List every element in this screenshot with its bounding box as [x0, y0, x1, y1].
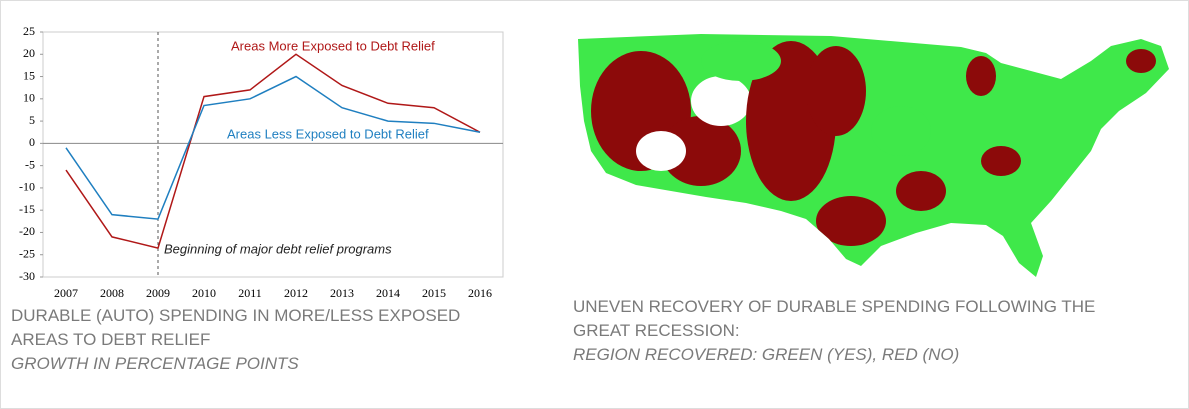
x-tick-label: 2010	[192, 286, 216, 300]
map-caption: UNEVEN RECOVERY OF DURABLE SPENDING FOLL…	[573, 295, 1153, 367]
y-tick-label: -5	[25, 157, 35, 171]
subcaption: GROWTH IN PERCENTAGE POINTS	[11, 354, 299, 373]
y-tick-label: 10	[23, 91, 35, 105]
x-tick-label: 2012	[284, 286, 308, 300]
y-tick-label: 5	[29, 113, 35, 127]
y-tick-label: -15	[19, 202, 35, 216]
subcaption: REGION RECOVERED: GREEN (YES), RED (NO)	[573, 345, 960, 364]
x-tick-label: 2016	[468, 286, 492, 300]
x-tick-label: 2011	[238, 286, 262, 300]
x-tick-label: 2014	[376, 286, 400, 300]
map	[578, 34, 1169, 277]
chart-caption: DURABLE (AUTO) SPENDING IN MORE/LESS EXP…	[11, 304, 511, 376]
x-tick-label: 2007	[54, 286, 78, 300]
chart: -30 -25 -20 -15 -10 -5 0 5 10 15 20 25 2007 2008 2009 2…	[19, 24, 1169, 300]
y-tick-label: 25	[23, 24, 35, 38]
series-label: Areas More Exposed to Debt Relief	[231, 38, 435, 53]
y-tick-label: -10	[19, 180, 35, 194]
series-line	[65, 53, 481, 249]
x-tick-label: 2008	[100, 286, 124, 300]
annotation: Beginning of major debt relief programs	[164, 241, 392, 256]
x-tick-label: 2009	[146, 286, 170, 300]
series-label: Areas Less Exposed to Debt Relief	[227, 126, 429, 141]
y-tick-label: 20	[23, 46, 35, 60]
plot-frame	[42, 31, 504, 278]
caption: DURABLE (AUTO) SPENDING IN MORE/LESS EXP…	[11, 306, 461, 349]
y-tick-label: -30	[19, 269, 35, 283]
y-tick-label: 15	[23, 68, 35, 82]
y-tick-label: 0	[29, 135, 35, 149]
y-tick-label: -25	[19, 246, 35, 260]
y-tick-label: -20	[19, 224, 35, 238]
series-line	[65, 75, 481, 220]
x-tick-label: 2013	[330, 286, 354, 300]
caption: UNEVEN RECOVERY OF DURABLE SPENDING FOLL…	[573, 297, 1096, 340]
x-tick-label: 2015	[422, 286, 446, 300]
